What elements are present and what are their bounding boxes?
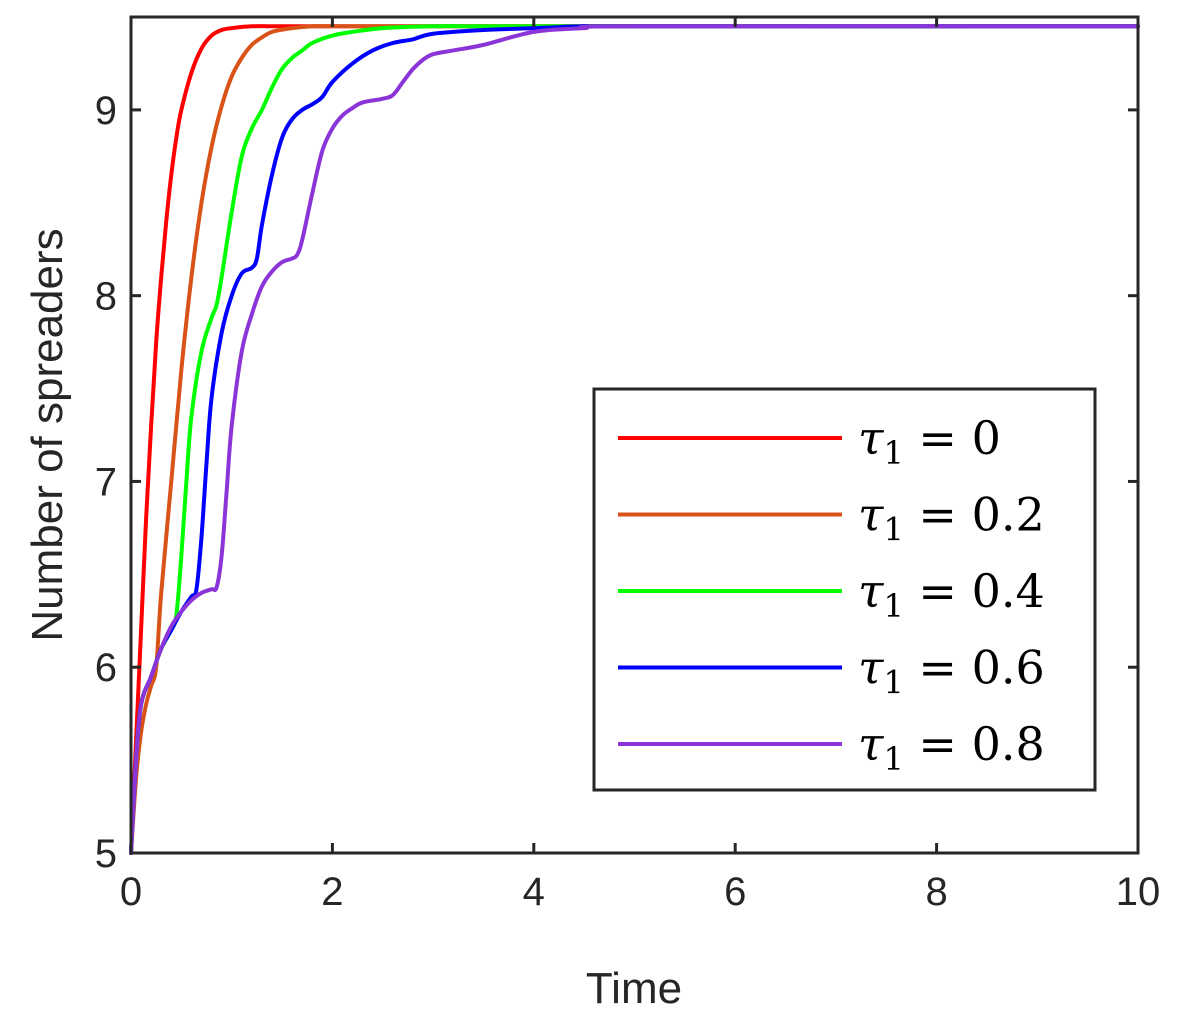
series-layer [129,24,1140,855]
x-tick-label: 8 [925,870,947,914]
y-tick-label: 5 [95,832,117,876]
y-tick-label: 9 [95,89,117,133]
legend-label-5: τ1 = 0.8 [858,717,1045,778]
x-tick-label: 4 [523,870,545,914]
x-tick-label: 10 [1116,870,1161,914]
legend: τ1 = 0 τ1 = 0.2 τ1 = 0.4 τ1 = 0.6 τ1 = 0.8 [592,387,1097,792]
tick-layer: 0 2 4 6 8 10 5 6 7 8 9 [95,17,1161,914]
y-axis-title: Number of spreaders [23,228,72,641]
legend-label-2: τ1 = 0.2 [858,488,1045,549]
x-tick-label: 6 [724,870,746,914]
y-tick-label: 6 [95,646,117,690]
x-tick-label: 2 [321,870,343,914]
x-axis-title: Time [586,964,682,1013]
y-tick-label: 7 [95,460,117,504]
plot-area-frame [129,15,1140,855]
legend-label-3: τ1 = 0.4 [858,564,1045,625]
y-tick-label: 8 [95,275,117,319]
series-line-5 [129,24,1140,855]
x-tick-label: 0 [120,870,142,914]
legend-label-4: τ1 = 0.6 [858,641,1045,702]
legend-label-1: τ1 = 0 [858,411,1001,472]
